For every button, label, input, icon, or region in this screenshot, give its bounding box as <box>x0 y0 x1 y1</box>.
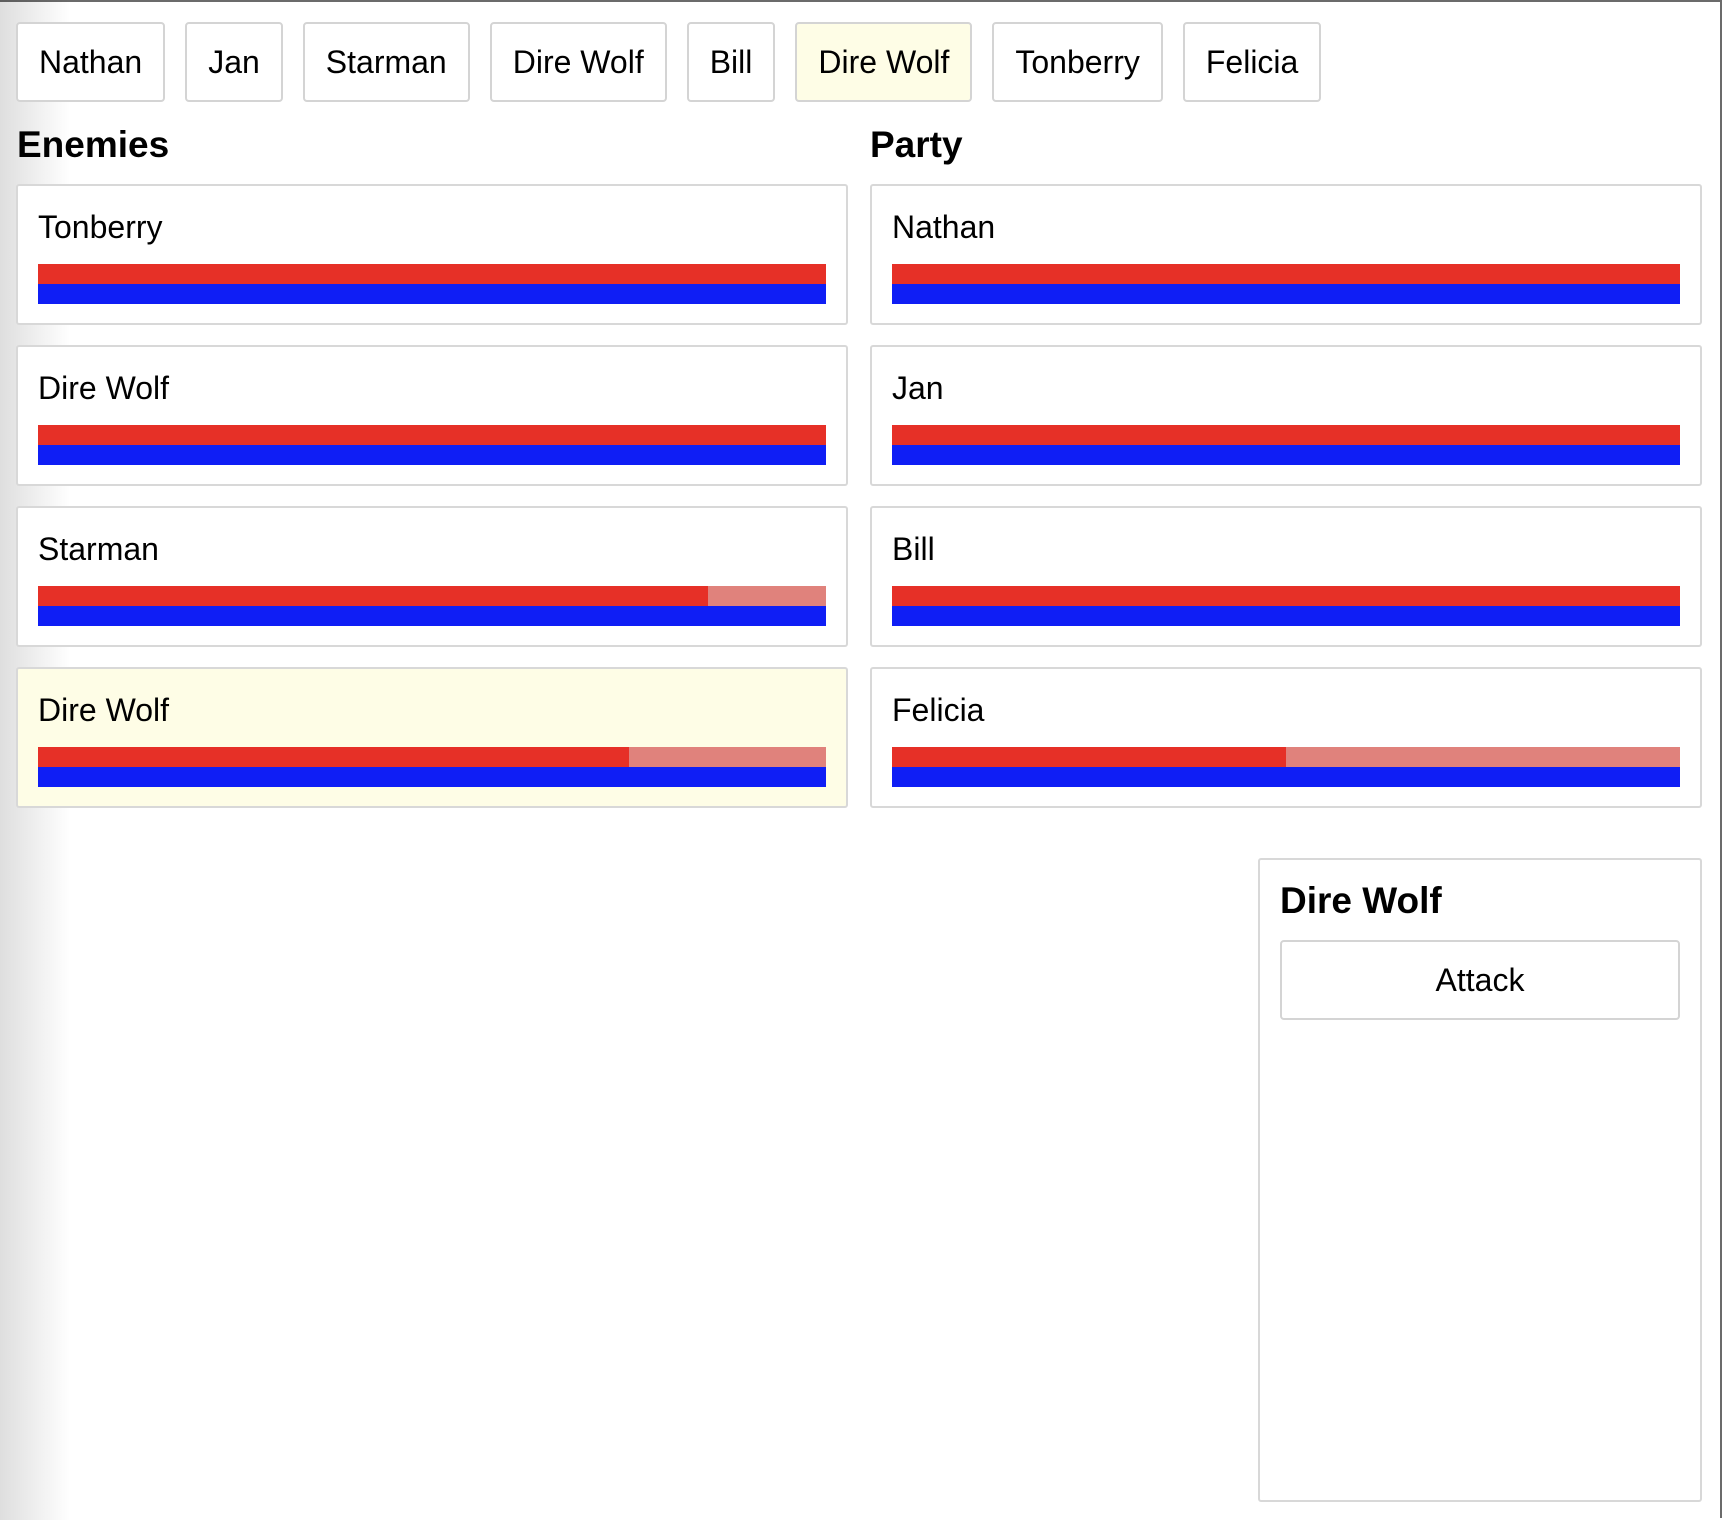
enemies-heading: Enemies <box>17 124 170 165</box>
hp-bar-fill <box>38 425 826 445</box>
enemies-list: Tonberry Dire Wolf Starman Dire Wolf <box>16 184 848 808</box>
hp-bar-fill <box>38 747 629 767</box>
combatant-name: Starman <box>38 531 159 567</box>
hp-bar <box>892 425 1680 445</box>
mp-bar-fill <box>38 606 826 626</box>
combatant-name: Felicia <box>892 692 985 728</box>
party-list: Nathan Jan Bill Felicia <box>870 184 1702 808</box>
turn-chip[interactable]: Tonberry <box>992 22 1163 102</box>
combatant-name: Tonberry <box>38 209 163 245</box>
combatant-name: Dire Wolf <box>38 370 169 406</box>
enemy-card[interactable]: Dire Wolf <box>16 345 848 486</box>
hp-bar <box>892 586 1680 606</box>
hp-bar <box>38 264 826 284</box>
hp-bar <box>38 586 826 606</box>
hp-bar <box>892 264 1680 284</box>
enemy-card-current[interactable]: Dire Wolf <box>16 667 848 808</box>
hp-bar-fill <box>892 586 1680 606</box>
turn-chip[interactable]: Bill <box>686 22 776 102</box>
hp-bar-fill <box>892 425 1680 445</box>
party-card[interactable]: Jan <box>870 345 1702 486</box>
action-panel: Dire Wolf Attack <box>1258 858 1702 1502</box>
mp-bar-fill <box>892 284 1680 304</box>
turn-chip-current[interactable]: Dire Wolf <box>795 22 973 102</box>
mp-bar <box>38 767 826 787</box>
combatant-name: Nathan <box>892 209 996 245</box>
mp-bar <box>892 767 1680 787</box>
turn-chip[interactable]: Starman <box>302 22 470 102</box>
mp-bar <box>892 445 1680 465</box>
mp-bar-fill <box>892 606 1680 626</box>
enemy-card[interactable]: Tonberry <box>16 184 848 325</box>
hp-bar <box>38 747 826 767</box>
action-panel-title: Dire Wolf <box>1280 880 1442 921</box>
mp-bar <box>892 284 1680 304</box>
party-card[interactable]: Nathan <box>870 184 1702 325</box>
turn-chip[interactable]: Dire Wolf <box>489 22 667 102</box>
mp-bar-fill <box>892 767 1680 787</box>
mp-bar-fill <box>38 284 826 304</box>
party-card[interactable]: Felicia <box>870 667 1702 808</box>
turn-order-bar: Nathan Jan Starman Dire Wolf Bill Dire W… <box>16 22 1322 102</box>
combatant-name: Bill <box>892 531 935 567</box>
combatant-name: Dire Wolf <box>38 692 169 728</box>
hp-bar-fill <box>38 264 826 284</box>
hp-bar <box>892 747 1680 767</box>
hp-bar-fill <box>38 586 708 606</box>
mp-bar-fill <box>892 445 1680 465</box>
mp-bar-fill <box>38 445 826 465</box>
combatant-name: Jan <box>892 370 944 406</box>
hp-bar <box>38 425 826 445</box>
mp-bar-fill <box>38 767 826 787</box>
turn-chip[interactable]: Felicia <box>1182 22 1322 102</box>
party-heading: Party <box>870 124 963 165</box>
mp-bar <box>38 445 826 465</box>
turn-chip[interactable]: Nathan <box>16 22 166 102</box>
enemy-card[interactable]: Starman <box>16 506 848 647</box>
turn-chip[interactable]: Jan <box>185 22 283 102</box>
mp-bar <box>892 606 1680 626</box>
hp-bar-fill <box>892 264 1680 284</box>
hp-bar-fill <box>892 747 1286 767</box>
mp-bar <box>38 606 826 626</box>
party-card[interactable]: Bill <box>870 506 1702 647</box>
mp-bar <box>38 284 826 304</box>
attack-button[interactable]: Attack <box>1280 940 1680 1020</box>
